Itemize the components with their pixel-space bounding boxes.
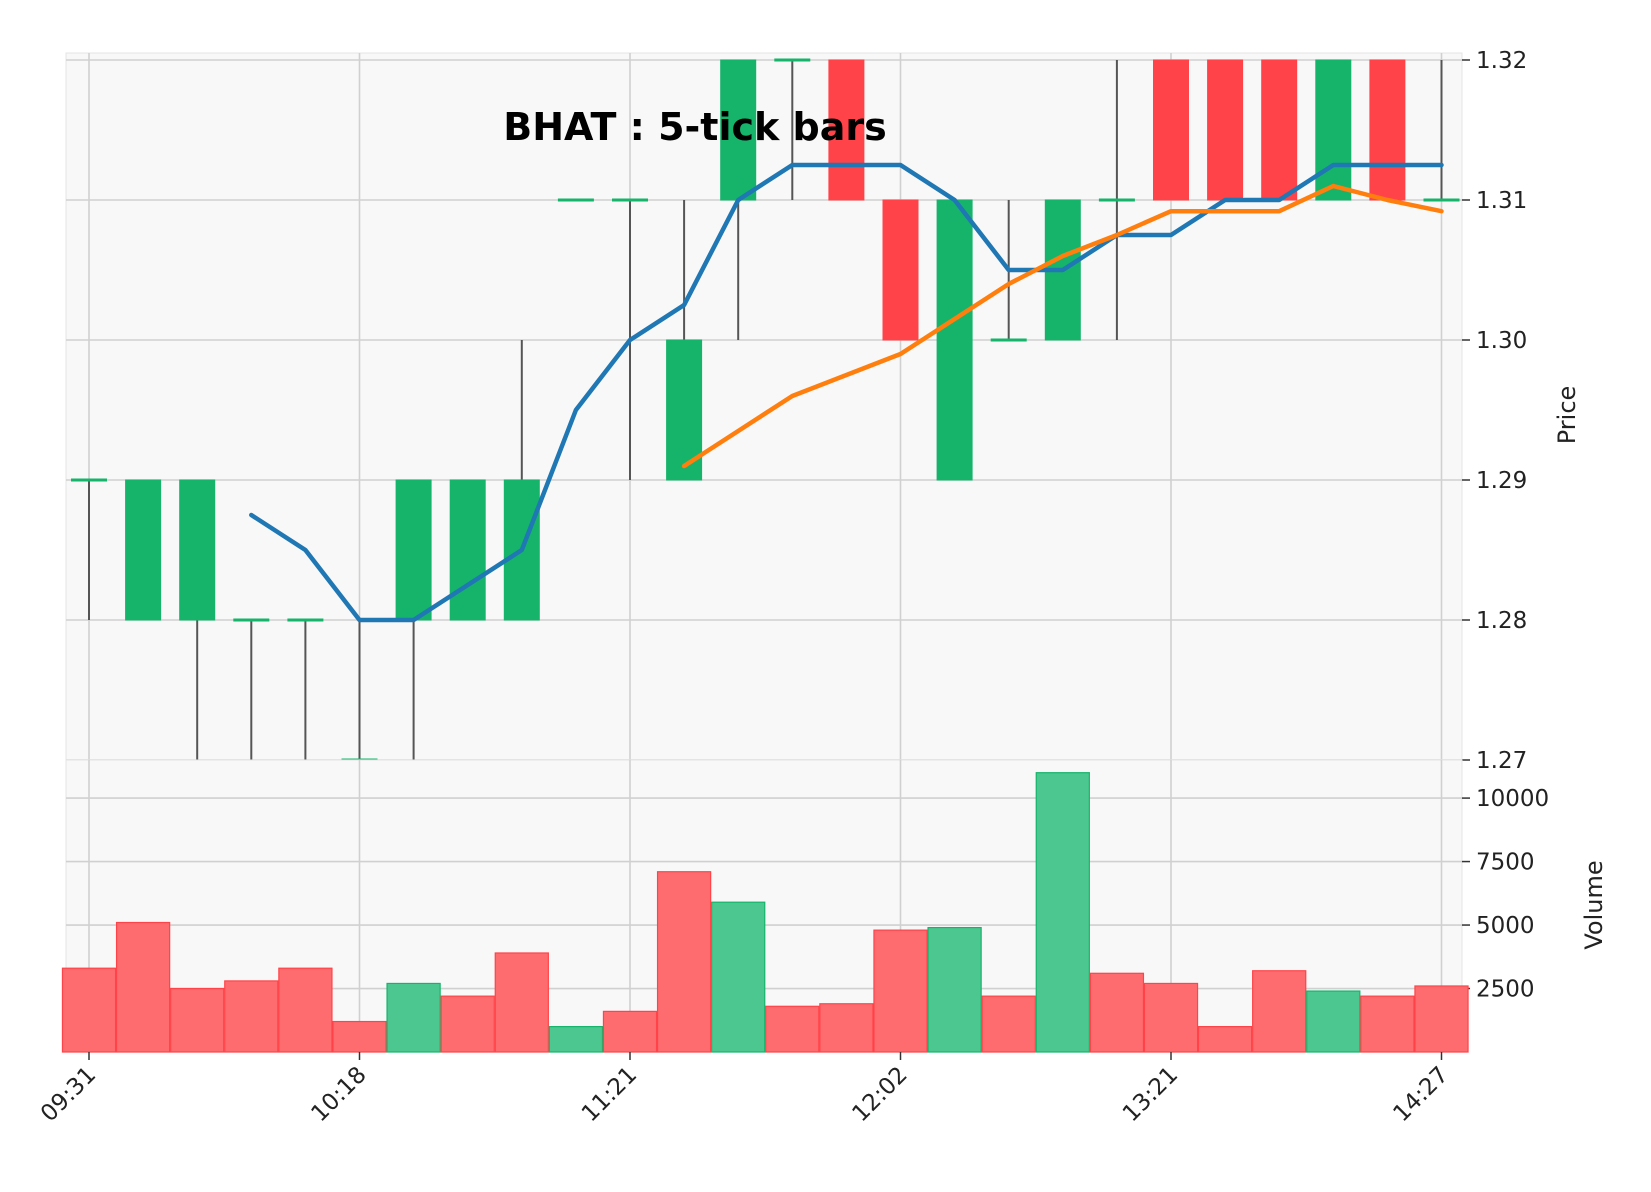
volume-bar [602, 1010, 658, 1053]
candle-body [828, 59, 865, 201]
candle-body [287, 618, 324, 622]
volume-bar [224, 980, 279, 1053]
volume-tick-label: 2500 [1476, 977, 1535, 1003]
volume-bar [873, 929, 928, 1053]
volume-bar [278, 967, 333, 1053]
candles [71, 58, 1460, 762]
volume-tick-label: 5000 [1476, 913, 1535, 939]
chart-title: BHAT : 5-tick bars [503, 105, 886, 149]
volume-tick-label: 7500 [1476, 850, 1535, 876]
candle-body [1261, 59, 1298, 201]
volume-bar [1252, 970, 1307, 1053]
candle [449, 479, 486, 621]
candle-body [774, 58, 811, 62]
candle [1098, 60, 1135, 340]
candle [1423, 60, 1460, 202]
volume-bar [927, 926, 982, 1053]
candle-body [990, 338, 1027, 342]
volume-bar [548, 1026, 604, 1053]
ma-line [249, 162, 1444, 623]
candle-body [1098, 198, 1135, 202]
volume-bar [440, 995, 495, 1053]
candle [1315, 59, 1352, 201]
candle [1261, 59, 1298, 201]
volume-bar [115, 921, 171, 1053]
candle [233, 618, 270, 760]
volume-bar [656, 871, 712, 1053]
price-tick-label: 1.29 [1476, 468, 1527, 494]
candle-body [125, 479, 162, 621]
volume-bar [1143, 982, 1199, 1053]
candle [287, 618, 324, 760]
candle [828, 59, 865, 201]
candle [1207, 59, 1244, 201]
candle [179, 479, 216, 760]
candle-body [1153, 59, 1189, 201]
volume-bar [981, 995, 1036, 1053]
volume-bar [1360, 995, 1415, 1053]
candle [71, 478, 107, 620]
candle-body [71, 478, 107, 482]
volume-bar [711, 901, 766, 1053]
price-tick-label: 1.27 [1476, 748, 1527, 774]
price-tick-label: 1.30 [1476, 328, 1527, 354]
candle [882, 199, 919, 341]
price-ticks: 1.27 1.28 1.29 1.30 1.31 1.32 [1462, 48, 1527, 774]
volume-ticks: 2500 5000 7500 10000 [1462, 786, 1549, 1003]
candle-body [1315, 59, 1352, 201]
candle-body [936, 199, 973, 481]
volume-axis-label: Volume [1580, 860, 1608, 949]
price-axis-label: Price [1553, 386, 1581, 445]
volume-bar [170, 987, 225, 1053]
candle-body [1423, 198, 1460, 202]
ma-line [681, 183, 1444, 469]
candle-body [612, 198, 648, 202]
candle-body [233, 618, 270, 622]
candle-body [1369, 59, 1406, 201]
price-panel-background [65, 52, 1463, 761]
volume-bars [61, 772, 1469, 1053]
candle-body [179, 479, 216, 621]
moving-average-lines [249, 162, 1444, 623]
volume-bar [1089, 972, 1145, 1053]
candle [774, 58, 811, 200]
candle-body [449, 479, 486, 621]
candle-body [1207, 59, 1244, 201]
candle [557, 198, 594, 202]
candle [1153, 59, 1189, 201]
volume-bar [61, 967, 117, 1053]
price-panel: 1.27 1.28 1.29 1.30 1.31 1.32 BHAT : 5-tick b… [65, 48, 1581, 774]
price-tick-label: 1.28 [1476, 608, 1527, 634]
price-tick-label: 1.32 [1476, 48, 1527, 74]
volume-bar [1197, 1026, 1253, 1053]
volume-bar [386, 982, 441, 1053]
volume-bar [819, 1003, 874, 1053]
candle-body [882, 199, 919, 341]
candle [1369, 59, 1406, 201]
candle-body [557, 198, 594, 202]
volume-bar [1414, 985, 1469, 1053]
volume-bar [1035, 772, 1090, 1053]
candle-body [720, 59, 757, 201]
volume-bar [1306, 990, 1361, 1053]
candle [395, 479, 432, 760]
candle [125, 479, 162, 621]
volume-bar [332, 1020, 387, 1053]
volume-panel: 2500 5000 7500 10000 Volume [61, 759, 1608, 1053]
volume-bar [765, 1005, 820, 1053]
volume-tick-label: 10000 [1476, 786, 1549, 812]
candle-body [395, 479, 432, 621]
price-grid [66, 53, 1462, 761]
price-tick-label: 1.31 [1476, 188, 1527, 214]
volume-bar [494, 952, 549, 1053]
candle [936, 199, 973, 481]
